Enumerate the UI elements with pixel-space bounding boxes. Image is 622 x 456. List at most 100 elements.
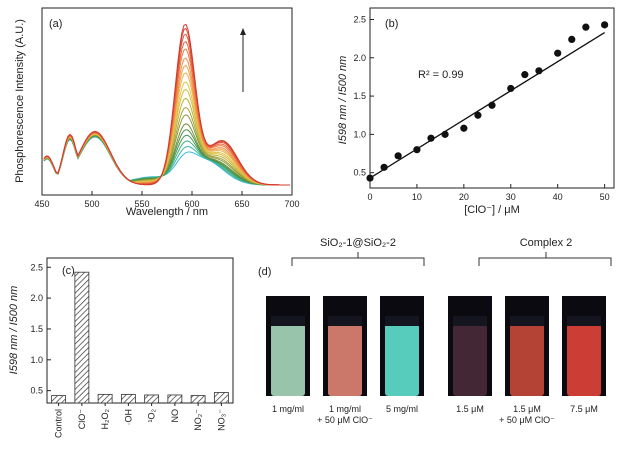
vial-photo: 1.5 μM <box>448 296 492 414</box>
vial-photo: 1 mg/ml+ 50 μM ClO⁻ <box>317 296 373 425</box>
category-label: H₂O₂ <box>100 409 110 430</box>
arrow-head-icon <box>240 28 246 35</box>
data-point <box>554 49 562 57</box>
group-bracket-right <box>478 252 612 266</box>
category-label: NO₃⁻ <box>216 409 226 431</box>
panel-b-ytick-label: 2.5 <box>353 14 366 24</box>
data-point <box>535 67 543 75</box>
bar <box>144 394 160 404</box>
vial-caption: 1.5 μM <box>456 404 484 414</box>
data-point <box>460 124 468 132</box>
data-point <box>474 111 482 119</box>
panel-c-ytick-label: 2.0 <box>30 293 43 303</box>
panel-a-xtick-label: 450 <box>34 199 49 209</box>
panel-b-xtick-label: 30 <box>506 192 516 202</box>
panel-d-label: (d) <box>258 266 271 278</box>
panel-a-xtick-label: 650 <box>234 199 249 209</box>
category-label: Control <box>54 409 64 438</box>
panel-c-frame <box>46 257 234 404</box>
data-point <box>413 146 421 154</box>
vial-caption: 1.5 μM <box>513 404 541 414</box>
data-point <box>488 101 496 109</box>
vial-neck <box>385 316 419 326</box>
bar <box>74 271 90 404</box>
vial-neck <box>510 316 544 326</box>
vial-neck <box>271 316 305 326</box>
vial-liquid <box>453 324 487 396</box>
data-point <box>507 84 515 93</box>
panel-b-ytick-label: 1.5 <box>353 91 366 101</box>
vial-neck <box>328 316 362 326</box>
panel-b-xtick-label: 10 <box>412 192 422 202</box>
panel-b-ytick-label: 1.0 <box>353 129 366 139</box>
group-label-complex: Complex 2 <box>520 237 573 249</box>
category-label: ·OH <box>123 409 133 426</box>
vial-neck <box>567 316 601 326</box>
vial-caption: 1 mg/ml <box>272 404 304 414</box>
vial-liquid <box>271 324 305 396</box>
vial-liquid <box>567 324 601 396</box>
vial-photo: 7.5 μM <box>562 296 606 414</box>
panel-b-ylabel: I598 nm / I500 nm <box>337 56 349 145</box>
vial-liquid <box>385 324 419 396</box>
panel-b-calibration: (b) R² = 0.99 0 10 20 30 40 50 0.5 1.0 1.5 2.0 2.5… <box>337 7 615 216</box>
data-point <box>366 174 374 182</box>
panel-c-label: (c) <box>62 265 75 277</box>
bar <box>120 393 136 404</box>
category-label: NO <box>170 409 180 423</box>
vial-neck <box>453 316 487 326</box>
vial-caption-extra: + 50 μM ClO⁻ <box>499 415 555 425</box>
panel-c-selectivity: (c) 0.5 1.0 1.5 2.0 2.5 Control ClO⁻ H₂O₂ ·OH ¹O… <box>8 257 234 438</box>
panel-b-xtick-label: 40 <box>553 192 563 202</box>
vial-photo: 5 mg/ml <box>380 296 424 414</box>
vial-photo: 1 mg/ml <box>266 296 310 414</box>
panel-a-label: (a) <box>49 18 62 30</box>
data-point <box>394 152 402 160</box>
category-label: ¹O₂ <box>147 409 157 423</box>
panel-a-xtick-label: 700 <box>284 199 299 209</box>
data-point <box>601 21 609 29</box>
panel-b-xlabel: [ClO⁻] / μM <box>464 204 520 216</box>
panel-a-xtick-label: 500 <box>84 199 99 209</box>
panel-a-frame <box>41 7 293 196</box>
bar <box>190 395 206 404</box>
panel-a-ylabel: Phosphorescence Intensity (A.U.) <box>14 19 26 183</box>
panel-c-ylabel: I598 nm / I500 nm <box>8 286 20 375</box>
data-point <box>568 35 576 44</box>
panel-a-xlabel: Wavelength / nm <box>126 206 208 218</box>
panel-a-xtick-label: 550 <box>134 199 149 209</box>
group-bracket-left <box>291 252 425 266</box>
fit-line <box>369 31 605 179</box>
vial-caption: 1 mg/ml <box>329 404 361 414</box>
bar <box>213 392 229 404</box>
panel-b-xtick-label: 20 <box>459 192 469 202</box>
panel-a-xtick-label: 600 <box>184 199 199 209</box>
vial-caption: 5 mg/ml <box>386 404 418 414</box>
vial-photo: 1.5 μM+ 50 μM ClO⁻ <box>499 296 555 425</box>
panel-a-spectra: (a) 450 500 550 600 650 700 Wavelength / nm P… <box>14 7 300 218</box>
panel-c-ytick-label: 1.5 <box>30 324 43 334</box>
panel-b-label: (b) <box>385 18 398 30</box>
panel-b-xtick-label: 0 <box>367 192 372 202</box>
panel-b-ytick-label: 2.0 <box>353 53 366 63</box>
panel-b-ytick-label: 0.5 <box>353 168 366 178</box>
group-label-silica: SiO₂-1@SiO₂-2 <box>320 237 396 249</box>
vial-caption-extra: + 50 μM ClO⁻ <box>317 415 373 425</box>
panel-c-ytick-label: 0.5 <box>30 386 43 396</box>
panel-b-xtick-label: 50 <box>600 192 610 202</box>
panel-b-frame <box>369 7 615 189</box>
panel-c-ytick-label: 2.5 <box>30 262 43 272</box>
category-label: ClO⁻ <box>77 409 87 429</box>
panel-d-photos: (d) SiO₂-1@SiO₂-2 Complex 2 1 mg/ml 1 mg/… <box>258 237 612 425</box>
vial-caption: 7.5 μM <box>570 404 598 414</box>
vial-liquid <box>510 324 544 396</box>
vial-liquid <box>328 324 362 396</box>
data-point <box>521 71 529 79</box>
data-point <box>380 163 388 171</box>
bar <box>97 393 113 404</box>
data-point <box>582 23 590 31</box>
category-label: NO₂⁻ <box>193 409 203 431</box>
panel-b-r2: R² = 0.99 <box>418 69 464 81</box>
data-point <box>427 134 435 142</box>
